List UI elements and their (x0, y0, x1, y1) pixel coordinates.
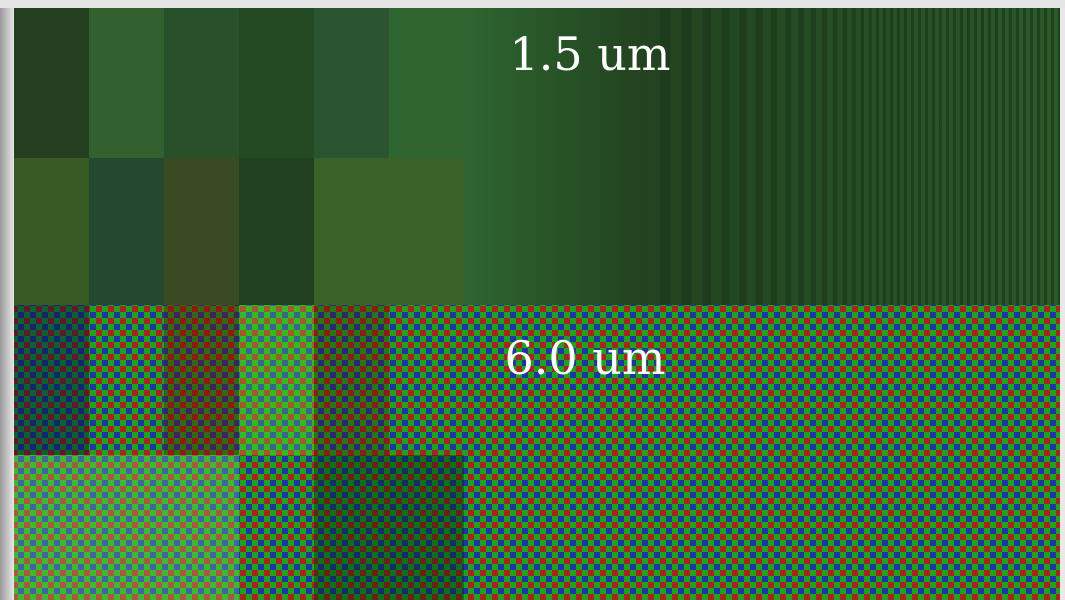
stripe (939, 8, 942, 305)
stripe (981, 8, 984, 305)
stripe (925, 8, 928, 305)
top-edge (0, 0, 1065, 8)
panel-label: 6.0 um (504, 331, 665, 385)
stripe (967, 8, 970, 305)
stripe (833, 8, 837, 305)
right-edge (1060, 0, 1065, 600)
stripe (918, 8, 921, 305)
stripe (1051, 8, 1054, 305)
stripe (974, 8, 977, 305)
patch (89, 158, 164, 305)
patch (239, 158, 314, 305)
stripe (861, 8, 865, 305)
stripe (843, 8, 847, 305)
stripe (995, 8, 998, 305)
stripe (739, 8, 746, 305)
stripe (960, 8, 963, 305)
stripe (1030, 8, 1033, 305)
stripe (911, 8, 914, 305)
stripe (822, 8, 827, 305)
stripe (756, 8, 763, 305)
stripe (771, 8, 777, 305)
stripe (1044, 8, 1047, 305)
patch (14, 305, 89, 455)
stripe (721, 8, 729, 305)
stripe (1023, 8, 1026, 305)
stripe (1002, 8, 1005, 305)
stripe (852, 8, 856, 305)
patch (164, 158, 239, 305)
patch (314, 305, 389, 455)
patch (239, 8, 314, 158)
left-edge (0, 0, 14, 600)
stripe (988, 8, 991, 305)
stripe (946, 8, 949, 305)
stripe (883, 8, 886, 305)
stripe (953, 8, 956, 305)
stripe (868, 8, 871, 305)
patch (239, 305, 314, 455)
patch (14, 158, 89, 305)
stripe (890, 8, 893, 305)
patch (164, 8, 239, 158)
patch (314, 455, 464, 600)
patch (314, 158, 464, 305)
stripe (1016, 8, 1019, 305)
patch (14, 8, 89, 158)
patch (389, 8, 464, 158)
stripe (702, 8, 711, 305)
stripe (785, 8, 791, 305)
stripe (811, 8, 816, 305)
stripe (876, 8, 879, 305)
patch (164, 305, 239, 455)
sensor-comparison: 1.5 um 6.0 um (0, 0, 1065, 600)
stripe (798, 8, 804, 305)
stripe (682, 8, 691, 305)
stripe (1009, 8, 1012, 305)
panel-label: 1.5 um (509, 27, 670, 81)
stripe (1037, 8, 1040, 305)
patch (89, 8, 164, 158)
patch (314, 8, 389, 158)
stripe (904, 8, 907, 305)
stripe (897, 8, 900, 305)
patch (14, 455, 239, 600)
stripe (932, 8, 935, 305)
